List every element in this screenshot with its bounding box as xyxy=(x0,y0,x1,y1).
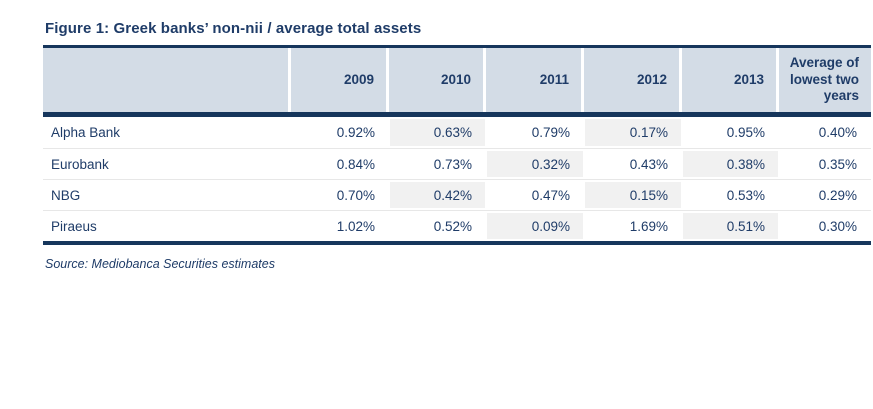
header-cell-2011: 2011 xyxy=(486,48,584,112)
value-cell: 0.09% xyxy=(486,211,584,241)
header-cell-blank xyxy=(43,48,291,112)
value-cell: 1.02% xyxy=(336,218,375,234)
value-cell: 0.92% xyxy=(336,125,375,140)
source-note: Source: Mediobanca Securities estimates xyxy=(45,257,275,271)
table-top-rule xyxy=(43,45,871,48)
value-cell: 0.84% xyxy=(336,156,375,172)
header-cell-2010: 2010 xyxy=(389,48,486,112)
table-header-bottom-rule xyxy=(43,112,871,117)
header-cell-average-lowest-two-years: Average of lowest two years xyxy=(789,54,859,104)
data-table: 2009 2010 2011 2012 2013 Average of lowe… xyxy=(43,45,871,245)
table-bottom-rule xyxy=(43,241,871,245)
value-cell: 1.69% xyxy=(629,218,668,234)
value-cell: 0.15% xyxy=(584,180,682,210)
table-row-alpha-bank: Alpha Bank 0.92% 0.63% 0.79% 0.17% 0.95%… xyxy=(43,117,871,148)
table-row-nbg: NBG 0.70% 0.42% 0.47% 0.15% 0.53% 0.29% xyxy=(43,179,871,210)
value-cell: 0.43% xyxy=(629,156,668,172)
table-row-eurobank: Eurobank 0.84% 0.73% 0.32% 0.43% 0.38% 0… xyxy=(43,148,871,179)
average-value-cell: 0.35% xyxy=(818,156,857,172)
header-cell-2013: 2013 xyxy=(682,48,779,112)
value-cell: 0.79% xyxy=(531,125,570,140)
value-cell: 0.47% xyxy=(531,187,570,203)
value-cell: 0.32% xyxy=(486,149,584,179)
value-cell: 0.17% xyxy=(584,117,682,148)
average-value-cell: 0.40% xyxy=(818,125,857,140)
value-cell: 0.63% xyxy=(389,117,486,148)
table-row-piraeus: Piraeus 1.02% 0.52% 0.09% 1.69% 0.51% 0.… xyxy=(43,210,871,241)
table-header-row: 2009 2010 2011 2012 2013 Average of lowe… xyxy=(43,48,871,112)
bank-name-cell: Piraeus xyxy=(51,218,97,234)
average-value-cell: 0.29% xyxy=(818,187,857,203)
bank-name-cell: NBG xyxy=(51,187,81,203)
value-cell: 0.52% xyxy=(433,218,472,234)
figure-title: Figure 1: Greek banks’ non-nii / average… xyxy=(45,20,422,37)
value-cell: 0.70% xyxy=(336,187,375,203)
value-cell: 0.95% xyxy=(726,125,765,140)
bank-name-cell: Eurobank xyxy=(51,156,109,172)
bank-name-cell: Alpha Bank xyxy=(51,125,121,140)
value-cell: 0.51% xyxy=(682,211,779,241)
value-cell: 0.42% xyxy=(389,180,486,210)
header-cell-2012: 2012 xyxy=(584,48,682,112)
average-value-cell: 0.30% xyxy=(818,218,857,234)
header-cell-2009: 2009 xyxy=(291,48,389,112)
value-cell: 0.73% xyxy=(433,156,472,172)
value-cell: 0.53% xyxy=(726,187,765,203)
value-cell: 0.38% xyxy=(682,149,779,179)
